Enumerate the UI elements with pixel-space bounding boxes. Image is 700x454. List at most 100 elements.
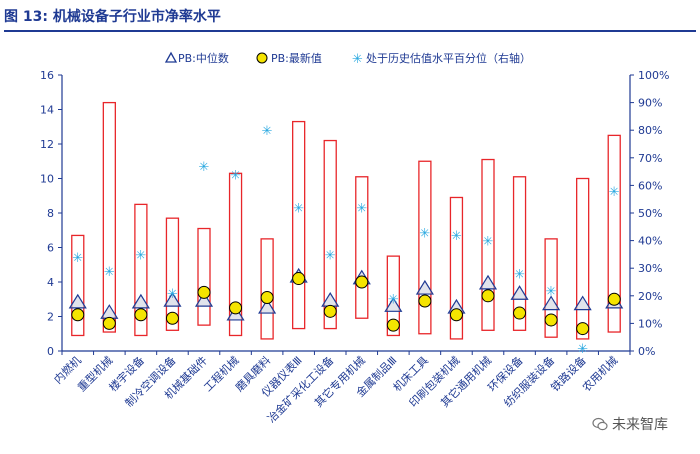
watermark-text: 未来智库	[612, 417, 668, 433]
percentile-marker: ✳	[609, 185, 620, 200]
latest-marker	[292, 272, 306, 286]
percentile-marker: ✳	[199, 160, 210, 175]
median-marker	[510, 285, 529, 300]
latest-marker	[418, 294, 432, 308]
median-marker	[68, 293, 87, 309]
percentile-marker: ✳	[451, 229, 462, 244]
legend-latest-icon	[256, 52, 268, 64]
title-divider	[4, 30, 696, 32]
range-box	[355, 176, 369, 319]
percentile-marker: ✳	[388, 293, 399, 308]
range-box	[165, 217, 180, 331]
legend: PB:中位数 PB:最新值 ✳ 处于历史估值水平百分位（右轴）	[164, 51, 531, 67]
range-box	[323, 139, 337, 330]
median-marker	[573, 295, 592, 311]
range-box	[512, 176, 527, 331]
median-marker	[163, 292, 182, 307]
range-box	[228, 172, 243, 337]
range-box	[576, 177, 590, 340]
percentile-marker: ✳	[419, 226, 430, 241]
median-marker	[542, 295, 561, 311]
median-marker	[415, 279, 434, 295]
right-tick-label: 20%	[638, 290, 662, 303]
range-box	[71, 234, 85, 337]
percentile-marker: ✳	[293, 201, 304, 216]
latest-marker	[229, 301, 243, 315]
median-marker	[131, 293, 150, 309]
legend-percentile-icon: ✳	[352, 52, 363, 67]
right-tick-label: 60%	[638, 179, 662, 192]
left-tick-label: 4	[47, 276, 54, 289]
latest-marker	[355, 275, 369, 289]
right-tick-label: 90%	[638, 97, 662, 110]
percentile-marker: ✳	[72, 251, 83, 266]
range-box	[481, 158, 495, 331]
left-tick-label: 12	[40, 138, 54, 151]
latest-marker	[607, 292, 621, 306]
latest-marker	[165, 311, 179, 325]
range-box	[418, 160, 432, 335]
legend-percentile-label: 处于历史估值水平百分位（右轴）	[366, 51, 531, 65]
right-tick-label: 70%	[638, 152, 662, 165]
x-tick-label: 农用机械	[579, 353, 620, 394]
percentile-markers-group: ✳ ✳ ✳ ✳ ✳ ✳ ✳ ✳ ✳ ✳ ✳ ✳ ✳ ✳ ✳ ✳ ✳ ✳	[72, 124, 619, 357]
right-tick-label: 80%	[638, 124, 662, 137]
latest-marker	[102, 316, 116, 330]
latest-marker	[323, 304, 337, 318]
percentile-marker: ✳	[483, 235, 494, 250]
range-box	[607, 134, 621, 333]
range-box	[134, 203, 148, 337]
percentile-marker: ✳	[356, 201, 367, 216]
range-box	[292, 120, 306, 330]
left-tick-label: 16	[40, 69, 54, 82]
left-tick-label: 10	[40, 173, 54, 186]
left-tick-label: 8	[47, 207, 54, 220]
right-tick-label: 0%	[638, 345, 655, 358]
left-tick-label: 14	[40, 104, 54, 117]
axes-group: 0 2 4 6 8 10 12 14 16 0% 10% 20% 30% 40% 50% 60% 70% 80% 9…	[40, 69, 669, 358]
right-tick-label: 30%	[638, 262, 662, 275]
latest-marker	[134, 308, 148, 322]
right-tick-label: 50%	[638, 207, 662, 220]
median-marker	[384, 297, 403, 312]
page-title: 图 13: 机械设备子行业市净率水平	[4, 9, 221, 25]
range-box	[544, 238, 558, 338]
range-boxes-group	[71, 101, 621, 340]
percentile-marker: ✳	[577, 342, 588, 357]
left-tick-label: 2	[47, 311, 54, 324]
percentile-marker: ✳	[514, 268, 525, 283]
latest-marker	[71, 308, 85, 322]
latest-marker	[260, 291, 274, 305]
percentile-marker: ✳	[104, 265, 115, 280]
latest-marker	[386, 318, 400, 332]
median-marker	[194, 292, 214, 307]
percentile-marker: ✳	[546, 284, 557, 299]
right-tick-label: 10%	[638, 317, 662, 330]
latest-marker	[513, 306, 527, 320]
right-tick-label: 100%	[638, 69, 669, 82]
percentile-marker: ✳	[230, 168, 241, 183]
left-tick-label: 6	[47, 242, 54, 255]
range-box	[386, 255, 400, 337]
range-box	[449, 196, 464, 340]
median-marker	[478, 274, 498, 290]
x-tick-labels-group: 内燃机重型机械楼宇设备制冷空调设备机械基础件工程机械磨具磨料仪器仪表Ⅲ冶金矿采化…	[51, 353, 621, 425]
latest-marker	[449, 308, 463, 322]
percentile-marker: ✳	[262, 124, 273, 139]
watermark: 未来智库	[592, 412, 668, 436]
range-box	[102, 101, 116, 333]
range-box	[260, 238, 274, 340]
percentile-marker: ✳	[167, 287, 178, 302]
latest-marker	[197, 285, 211, 299]
legend-median-icon	[164, 51, 178, 63]
latest-marker	[481, 289, 495, 303]
latest-marker	[576, 322, 590, 336]
legend-latest-label: PB:最新值	[271, 51, 322, 65]
right-tick-label: 40%	[638, 235, 662, 248]
median-marker	[258, 298, 277, 314]
legend-median-label: PB:中位数	[178, 51, 229, 65]
percentile-marker: ✳	[135, 248, 146, 263]
latest-marker	[544, 313, 558, 327]
wechat-icon	[592, 417, 608, 431]
